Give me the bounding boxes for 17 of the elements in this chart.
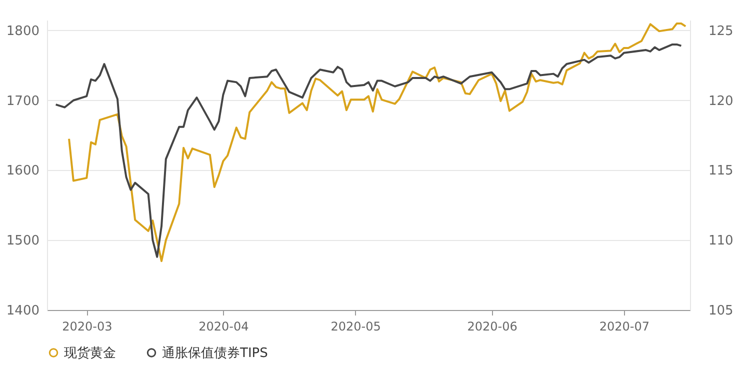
x-tick-label: 2020-07: [599, 320, 650, 334]
legend-label: 现货黄金: [64, 346, 116, 361]
y2-tick-label: 115: [708, 164, 734, 179]
y-tick-label: 1600: [6, 164, 40, 179]
y2-tick-label: 105: [708, 304, 734, 318]
legend-label: 通胀保值债券TIPS: [162, 346, 268, 361]
y-tick-label: 1800: [6, 24, 40, 39]
y-tick-label: 1700: [6, 94, 40, 109]
x-tick-label: 2020-04: [198, 320, 249, 334]
y-tick-label: 1500: [6, 234, 40, 249]
x-tick-label: 2020-05: [330, 320, 381, 334]
y2-tick-label: 120: [708, 94, 734, 109]
y2-tick-label: 125: [708, 24, 734, 39]
y-tick-label: 1400: [6, 304, 40, 318]
x-tick-label: 2020-03: [62, 320, 112, 334]
x-tick-label: 2020-06: [467, 320, 518, 334]
y2-tick-label: 110: [708, 234, 734, 249]
